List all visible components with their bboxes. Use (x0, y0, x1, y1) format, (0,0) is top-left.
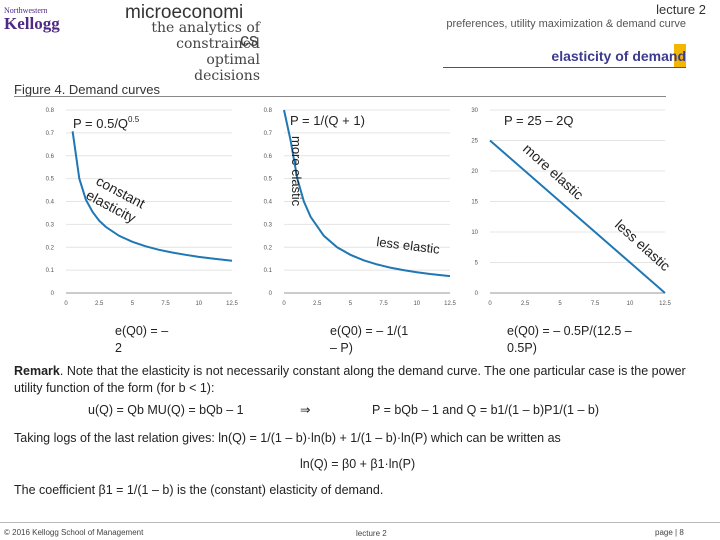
y-tick-label: 0.2 (46, 245, 55, 251)
x-tick-label: 2.5 (521, 301, 530, 307)
y-tick-label: 0.4 (264, 200, 273, 206)
chart2-annotation-less: less elastic (376, 234, 441, 257)
logo-kellogg: Kellogg (4, 14, 60, 33)
x-tick-label: 5 (349, 301, 353, 307)
x-tick-label: 5 (131, 301, 135, 307)
x-tick-label: 12.5 (444, 301, 456, 307)
equation-1-line1: e(Q0) = – (115, 324, 169, 338)
logo-northwestern: Northwestern (4, 6, 48, 15)
y-tick-label: 0.3 (46, 222, 55, 228)
equation-elasticity-1: e(Q0) = – 2 (115, 323, 168, 357)
chart3-annotation-more: more elastic (520, 140, 587, 202)
x-tick-label: 12.5 (659, 301, 671, 307)
x-tick-label: 0 (488, 301, 492, 307)
x-tick-label: 10 (195, 301, 202, 307)
y-tick-label: 10 (471, 230, 478, 236)
section-accent-bar (674, 44, 686, 68)
y-tick-label: 25 (471, 139, 478, 145)
y-tick-label: 0.1 (46, 268, 55, 274)
chart3-annotation-less: less elastic (612, 216, 674, 274)
figure-divider (14, 96, 666, 97)
y-tick-label: 30 (471, 108, 478, 114)
x-tick-label: 5 (558, 301, 562, 307)
y-tick-label: 5 (475, 261, 479, 267)
implies-symbol: ⇒ (300, 403, 311, 417)
equation-3-line1: e(Q0) = – 0.5P/(12.5 – (507, 324, 632, 338)
series-line-linear (489, 139, 666, 294)
y-tick-label: 0.2 (264, 245, 273, 251)
utility-equation: u(Q) = Qb MU(Q) = bQb – 1 (88, 403, 244, 417)
y-tick-label: 15 (471, 200, 478, 206)
x-tick-label: 10 (413, 301, 420, 307)
course-subtitle-line2: constrained optimal (176, 36, 260, 68)
demand-curves-figure: 0 0.1 0.2 0.3 0.4 0.5 0.6 0.7 0.8 0 2.5 5 7.5 10 12.5… (46, 108, 674, 307)
y-tick-label: 0.3 (264, 222, 273, 228)
series-line-power (71, 131, 233, 262)
lecture-subtitle: preferences, utility maximization & dema… (446, 18, 686, 30)
equation-elasticity-2: e(Q0) = – 1/(1 – P) (330, 323, 408, 357)
section-title: elasticity of demand (551, 48, 686, 64)
x-tick-label: 0 (282, 301, 286, 307)
chart3-formula: P = 25 – 2Q (504, 113, 574, 128)
x-tick-label: 2.5 (95, 301, 104, 307)
coefficient-paragraph: The coefficient β1 = 1/(1 – b) is the (c… (14, 483, 384, 497)
x-tick-label: 7.5 (591, 301, 600, 307)
chart-hyperbolic-demand: 0 0.1 0.2 0.3 0.4 0.5 0.6 0.7 0.8 0 2.5 5 7.5 10 12.5… (264, 108, 457, 307)
series-line-hyperbolic (283, 109, 451, 278)
logs-paragraph: Taking logs of the last relation gives: … (14, 431, 561, 445)
chart1-formula: P = 0.5/Q0.5 (73, 115, 140, 131)
x-tick-label: 12.5 (226, 301, 238, 307)
equation-2-line1: e(Q0) = – 1/(1 (330, 324, 409, 338)
y-tick-label: 0.1 (264, 268, 273, 274)
y-tick-label: 0.7 (46, 131, 55, 137)
x-tick-label: 0 (64, 301, 68, 307)
y-tick-label: 0.5 (46, 177, 55, 183)
course-subtitle: the analytics of constrained optimal dec… (120, 20, 260, 84)
remark-label: Remark (14, 364, 60, 378)
course-subtitle-line3: decisions (194, 68, 260, 84)
header-divider (443, 67, 686, 68)
footer-divider (0, 522, 720, 523)
course-title-cs: cs (240, 30, 258, 50)
y-tick-label: 0 (269, 291, 273, 297)
chart2-formula: P = 1/(Q + 1) (290, 113, 365, 128)
y-tick-label: 0.8 (264, 108, 273, 114)
course-title: microeconomi (125, 2, 244, 23)
course-subtitle-line1: the analytics of (151, 20, 260, 36)
remark-text: . Note that the elasticity is not necess… (14, 364, 686, 395)
y-tick-label: 20 (471, 169, 478, 175)
equation-2-line2: – P) (330, 341, 353, 355)
equation-3-line2: 0.5P) (507, 341, 537, 355)
equation-elasticity-3: e(Q0) = – 0.5P/(12.5 – 0.5P) (507, 323, 632, 357)
remark-paragraph: Remark. Note that the elasticity is not … (14, 363, 710, 397)
y-tick-label: 0 (475, 291, 479, 297)
y-tick-label: 0.4 (46, 200, 55, 206)
y-tick-label: 0.7 (264, 131, 273, 137)
y-tick-label: 0.6 (264, 154, 273, 160)
footer-lecture: lecture 2 (356, 529, 387, 538)
y-tick-label: 0.6 (46, 154, 55, 160)
lecture-number: lecture 2 (656, 2, 706, 17)
y-tick-label: 0.8 (46, 108, 55, 114)
chart-power-demand: 0 0.1 0.2 0.3 0.4 0.5 0.6 0.7 0.8 0 2.5 5 7.5 10 12.5… (46, 108, 239, 307)
y-tick-label: 0.5 (264, 177, 273, 183)
x-tick-label: 7.5 (161, 301, 170, 307)
footer-copyright: © 2016 Kellogg School of Management (4, 528, 144, 537)
kellogg-logo: Northwestern Kellogg (4, 6, 84, 40)
log-equation: ln(Q) = β0 + β1·ln(P) (300, 457, 416, 471)
x-tick-label: 10 (627, 301, 634, 307)
footer-page: page | 8 (655, 528, 684, 537)
figure-title: Figure 4. Demand curves (14, 82, 160, 97)
x-tick-label: 2.5 (313, 301, 322, 307)
y-tick-label: 0 (51, 291, 55, 297)
x-tick-label: 7.5 (379, 301, 388, 307)
equation-1-line2: 2 (115, 341, 122, 355)
chart2-annotation-more: more elastic (289, 136, 304, 207)
price-equation: P = bQb – 1 and Q = b1/(1 – b)P1/(1 – b) (372, 403, 599, 417)
